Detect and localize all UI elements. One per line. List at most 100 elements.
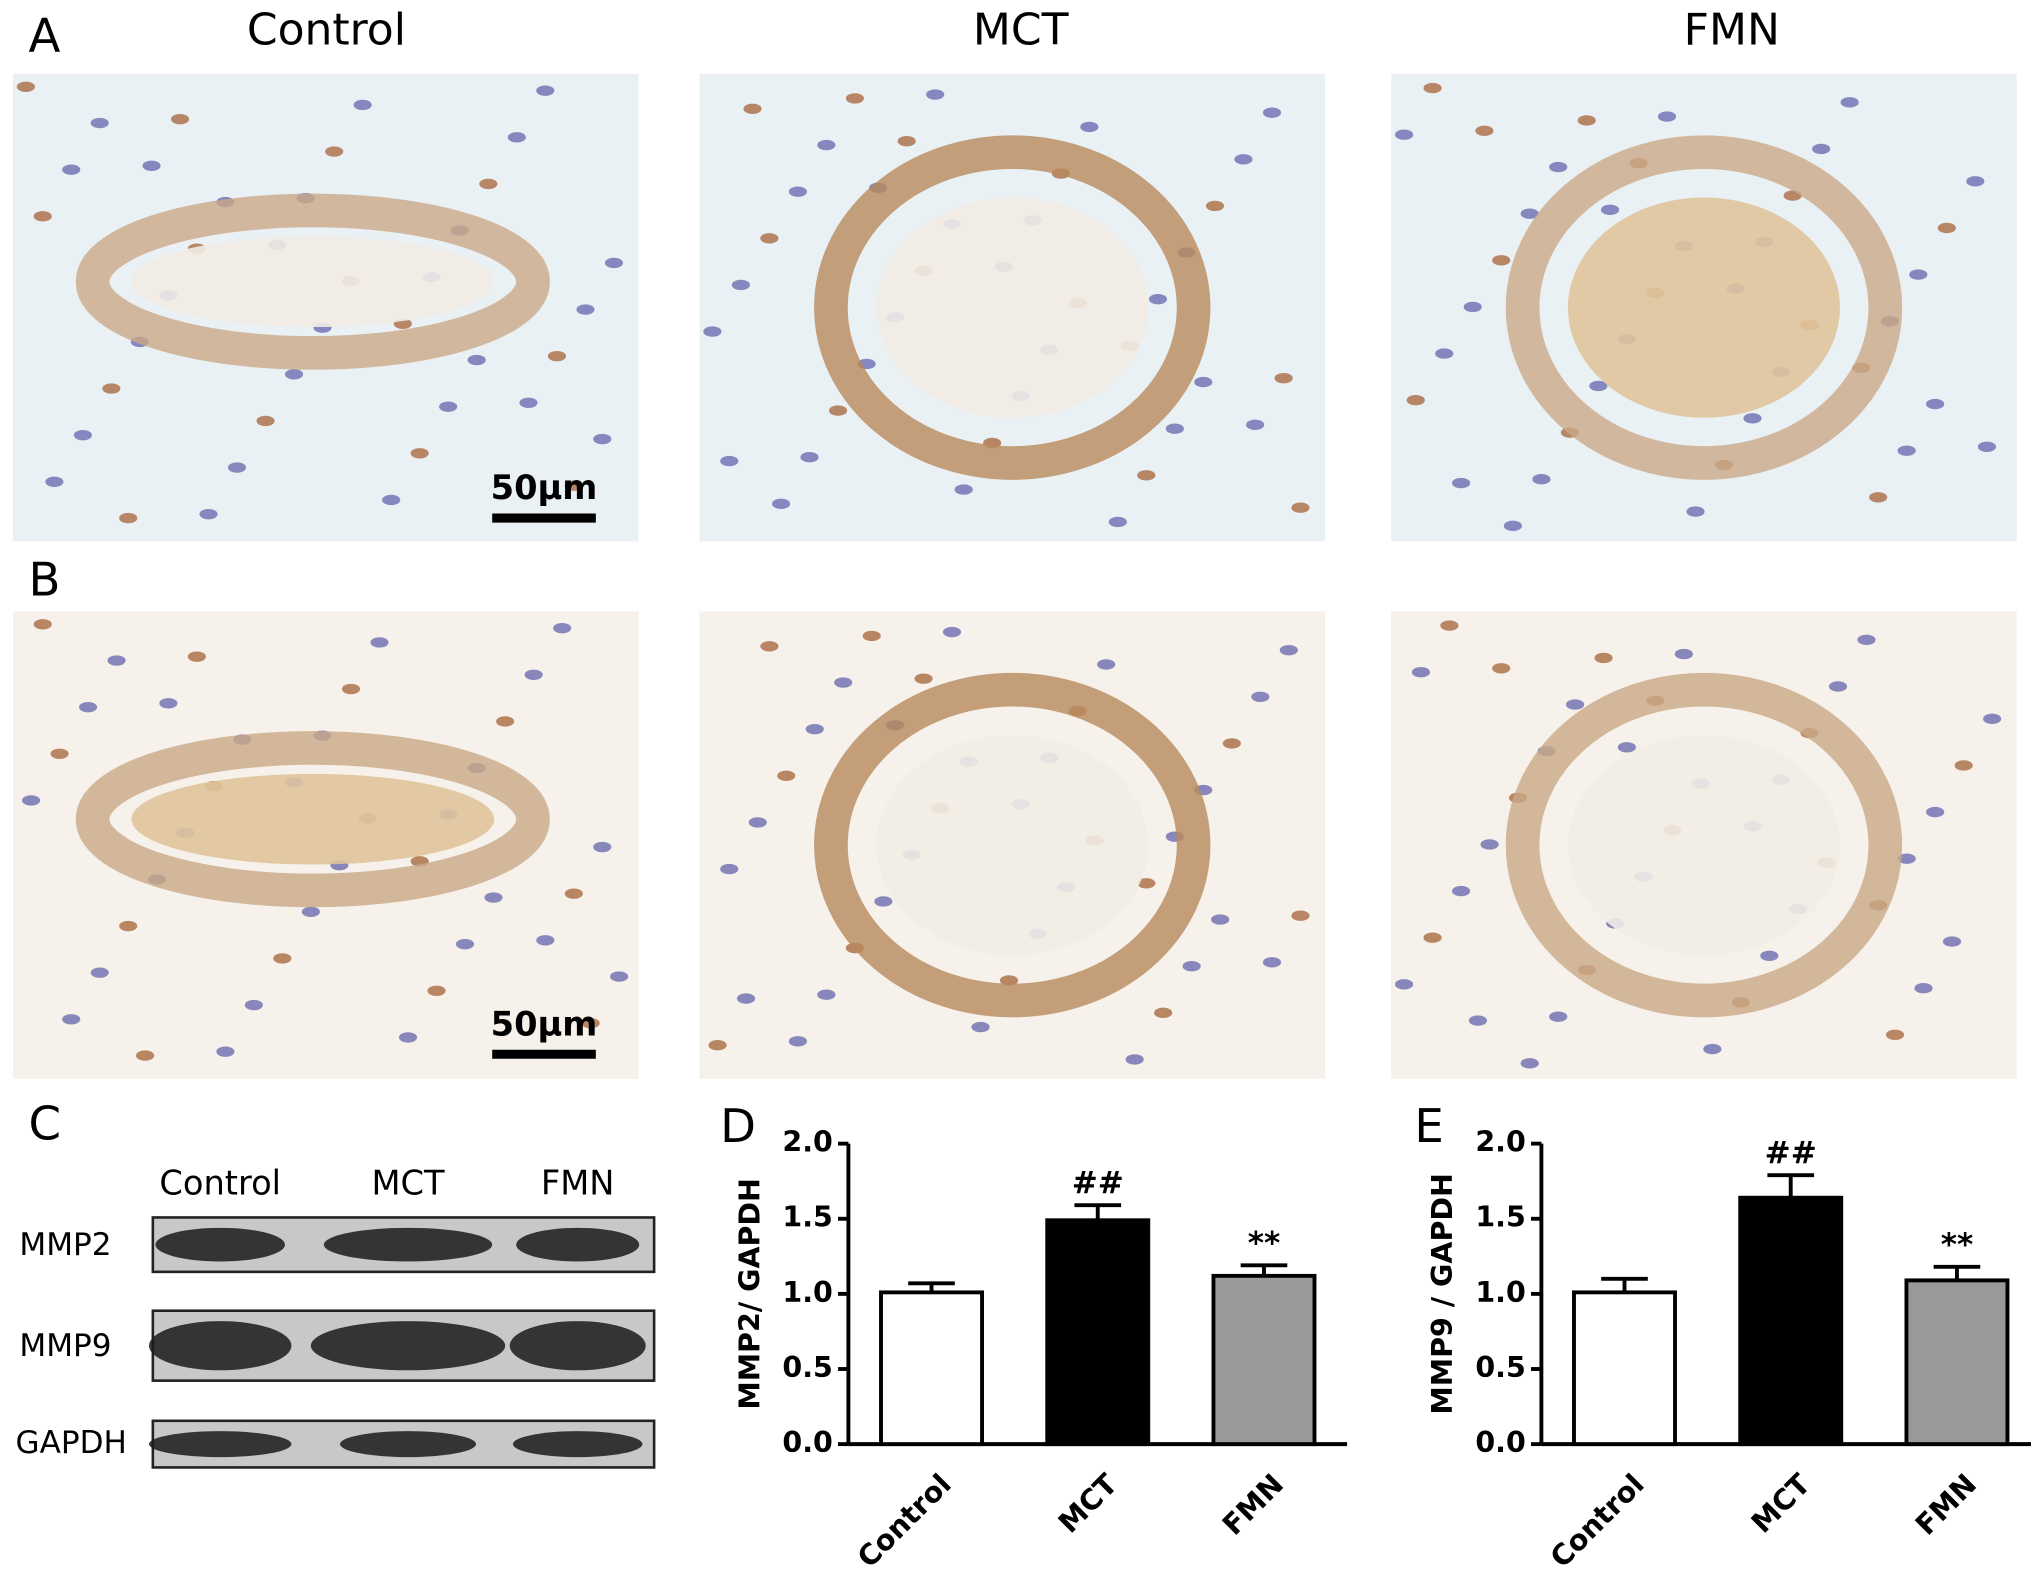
cell [1080,121,1099,133]
cell [731,279,750,291]
cell [22,795,41,806]
cell [1137,878,1156,889]
vessel-wall [1505,672,1903,1018]
blot-band [516,1227,640,1262]
cell [1480,839,1499,850]
cell [1743,413,1762,424]
cell [1097,659,1116,670]
y-tick-label: 0.5 [1475,1351,1525,1384]
cell [1977,441,1997,453]
cell [1492,663,1511,674]
cell [748,817,767,828]
cell [1406,395,1425,406]
cell [1520,1058,1539,1069]
cell [536,85,555,96]
cell [159,698,178,709]
cell [1468,1015,1487,1026]
cell [199,509,218,520]
cell [79,701,98,713]
significance-mark: ** [1248,1226,1281,1262]
cell [1452,885,1471,897]
cell [564,480,583,491]
cell [142,160,161,171]
cell [33,619,52,630]
cell [828,405,848,416]
column-title: MCT [973,4,1070,55]
cell [273,953,292,964]
cell [1108,516,1127,528]
y-axis-label: MMP9 / GAPDH [1426,1173,1459,1414]
cell [467,354,486,366]
lane-label: Control [159,1164,281,1203]
bar [1738,1195,1844,1447]
cell [33,211,52,222]
cell [1520,208,1539,219]
bar [879,1290,984,1447]
cell [576,304,595,315]
cell [1291,502,1310,513]
cell [1262,957,1282,968]
blot-band [148,1431,292,1458]
cell [720,863,739,875]
significance-mark: ## [1765,1135,1817,1171]
cell [1532,474,1551,485]
cell [708,1040,727,1051]
scale-bar-label: 50µm [491,1004,598,1043]
cell [382,494,401,506]
cell [119,920,138,932]
cell [897,135,916,147]
vessel-wall [814,135,1211,480]
cell [227,462,247,473]
vessel-lumen [1567,197,1840,418]
western-blot [148,1216,656,1469]
cell [1251,691,1270,702]
cell [1475,125,1494,136]
cell [524,669,543,680]
cell [1869,492,1888,503]
column-title: FMN [1684,4,1780,55]
cell [90,967,109,978]
cell [62,1014,81,1025]
cell [1942,936,1962,947]
cell [1194,376,1213,388]
cell [1411,667,1430,678]
cell [496,716,515,727]
y-tick-label: 0.0 [1475,1426,1525,1459]
cell [581,1018,600,1029]
cell [1274,373,1293,384]
bar [1211,1273,1317,1447]
cell [1926,806,1945,818]
cell [284,369,304,380]
cell [1165,423,1184,434]
cell [507,132,526,143]
cell [370,637,389,648]
cell [136,1050,155,1061]
cell [737,993,756,1004]
lane-label: FMN [541,1164,615,1203]
cell [325,146,344,157]
cell [427,985,446,996]
cell [1926,398,1945,410]
cell [777,770,796,781]
cell [1828,681,1848,692]
cell [102,383,121,394]
cell [1234,154,1253,165]
cell [439,401,458,412]
cell [1577,115,1596,126]
cell [800,452,819,463]
blot-band [323,1227,493,1262]
cell [971,1021,990,1033]
cell [519,397,538,408]
cell [817,989,836,1000]
cell [455,939,475,950]
cell [353,99,372,111]
cell [73,429,92,441]
cell [760,641,779,652]
cell [1137,470,1156,481]
significance-mark: ** [1941,1227,1974,1263]
cell [1857,634,1876,645]
cell [1435,348,1454,359]
cell [1565,699,1585,710]
cell [1617,742,1636,753]
cell [107,655,126,666]
